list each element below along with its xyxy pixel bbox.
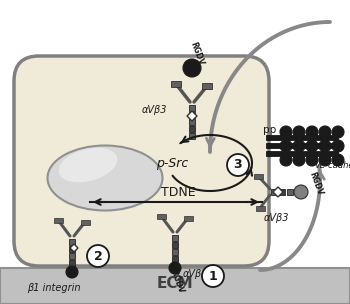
Circle shape bbox=[183, 59, 201, 77]
Bar bbox=[271, 189, 277, 195]
Bar bbox=[171, 81, 181, 87]
Circle shape bbox=[169, 262, 181, 274]
Circle shape bbox=[293, 140, 305, 152]
Bar bbox=[189, 112, 195, 118]
Bar bbox=[183, 216, 192, 220]
Circle shape bbox=[332, 140, 344, 152]
Bar bbox=[54, 217, 63, 223]
Bar bbox=[172, 256, 178, 262]
Circle shape bbox=[332, 154, 344, 166]
Ellipse shape bbox=[59, 148, 117, 182]
Bar bbox=[0, 268, 350, 304]
Bar bbox=[287, 189, 293, 195]
Circle shape bbox=[87, 245, 109, 267]
Circle shape bbox=[293, 126, 305, 138]
Bar bbox=[189, 105, 195, 111]
Circle shape bbox=[293, 154, 305, 166]
Circle shape bbox=[202, 265, 224, 287]
Bar bbox=[202, 83, 212, 89]
Polygon shape bbox=[273, 187, 283, 197]
Text: 2: 2 bbox=[94, 250, 102, 262]
Bar bbox=[69, 246, 75, 252]
Text: αVβ3: αVβ3 bbox=[141, 105, 167, 115]
Bar bbox=[266, 151, 338, 156]
Text: RGDV: RGDV bbox=[169, 269, 186, 295]
Bar bbox=[189, 126, 195, 132]
Text: αVβ3: αVβ3 bbox=[263, 213, 289, 223]
Text: 1: 1 bbox=[209, 270, 217, 282]
Circle shape bbox=[227, 154, 249, 176]
Ellipse shape bbox=[48, 146, 162, 210]
Circle shape bbox=[319, 126, 331, 138]
Polygon shape bbox=[187, 111, 197, 121]
Text: TDNE: TDNE bbox=[161, 186, 195, 199]
Bar bbox=[256, 206, 265, 210]
Bar bbox=[189, 119, 195, 125]
FancyBboxPatch shape bbox=[14, 56, 269, 266]
Circle shape bbox=[280, 140, 292, 152]
Text: 3: 3 bbox=[234, 158, 242, 171]
Circle shape bbox=[306, 140, 318, 152]
Text: ECM: ECM bbox=[157, 277, 193, 292]
Bar bbox=[69, 253, 75, 259]
Bar bbox=[189, 133, 195, 139]
Circle shape bbox=[280, 154, 292, 166]
Circle shape bbox=[280, 126, 292, 138]
Bar bbox=[156, 213, 166, 219]
Bar bbox=[172, 235, 178, 241]
Text: αVβ3: αVβ3 bbox=[182, 269, 208, 279]
Bar bbox=[172, 249, 178, 255]
Bar bbox=[69, 260, 75, 266]
Bar bbox=[80, 219, 90, 224]
Circle shape bbox=[319, 154, 331, 166]
Text: VE-cadherin: VE-cadherin bbox=[315, 161, 350, 170]
Text: pp: pp bbox=[263, 125, 276, 135]
Bar bbox=[279, 189, 285, 195]
Circle shape bbox=[66, 266, 78, 278]
Text: p-Src: p-Src bbox=[156, 157, 188, 170]
Text: β1 integrin: β1 integrin bbox=[27, 283, 81, 293]
Polygon shape bbox=[70, 244, 78, 252]
Text: RGDV: RGDV bbox=[189, 41, 205, 67]
Circle shape bbox=[294, 185, 308, 199]
Bar bbox=[69, 239, 75, 245]
Bar bbox=[172, 242, 178, 248]
Circle shape bbox=[306, 154, 318, 166]
Bar bbox=[266, 143, 338, 148]
Bar bbox=[253, 174, 262, 178]
Bar bbox=[266, 135, 338, 140]
Circle shape bbox=[319, 140, 331, 152]
Circle shape bbox=[332, 126, 344, 138]
Circle shape bbox=[306, 126, 318, 138]
Text: RGDV: RGDV bbox=[308, 171, 324, 197]
